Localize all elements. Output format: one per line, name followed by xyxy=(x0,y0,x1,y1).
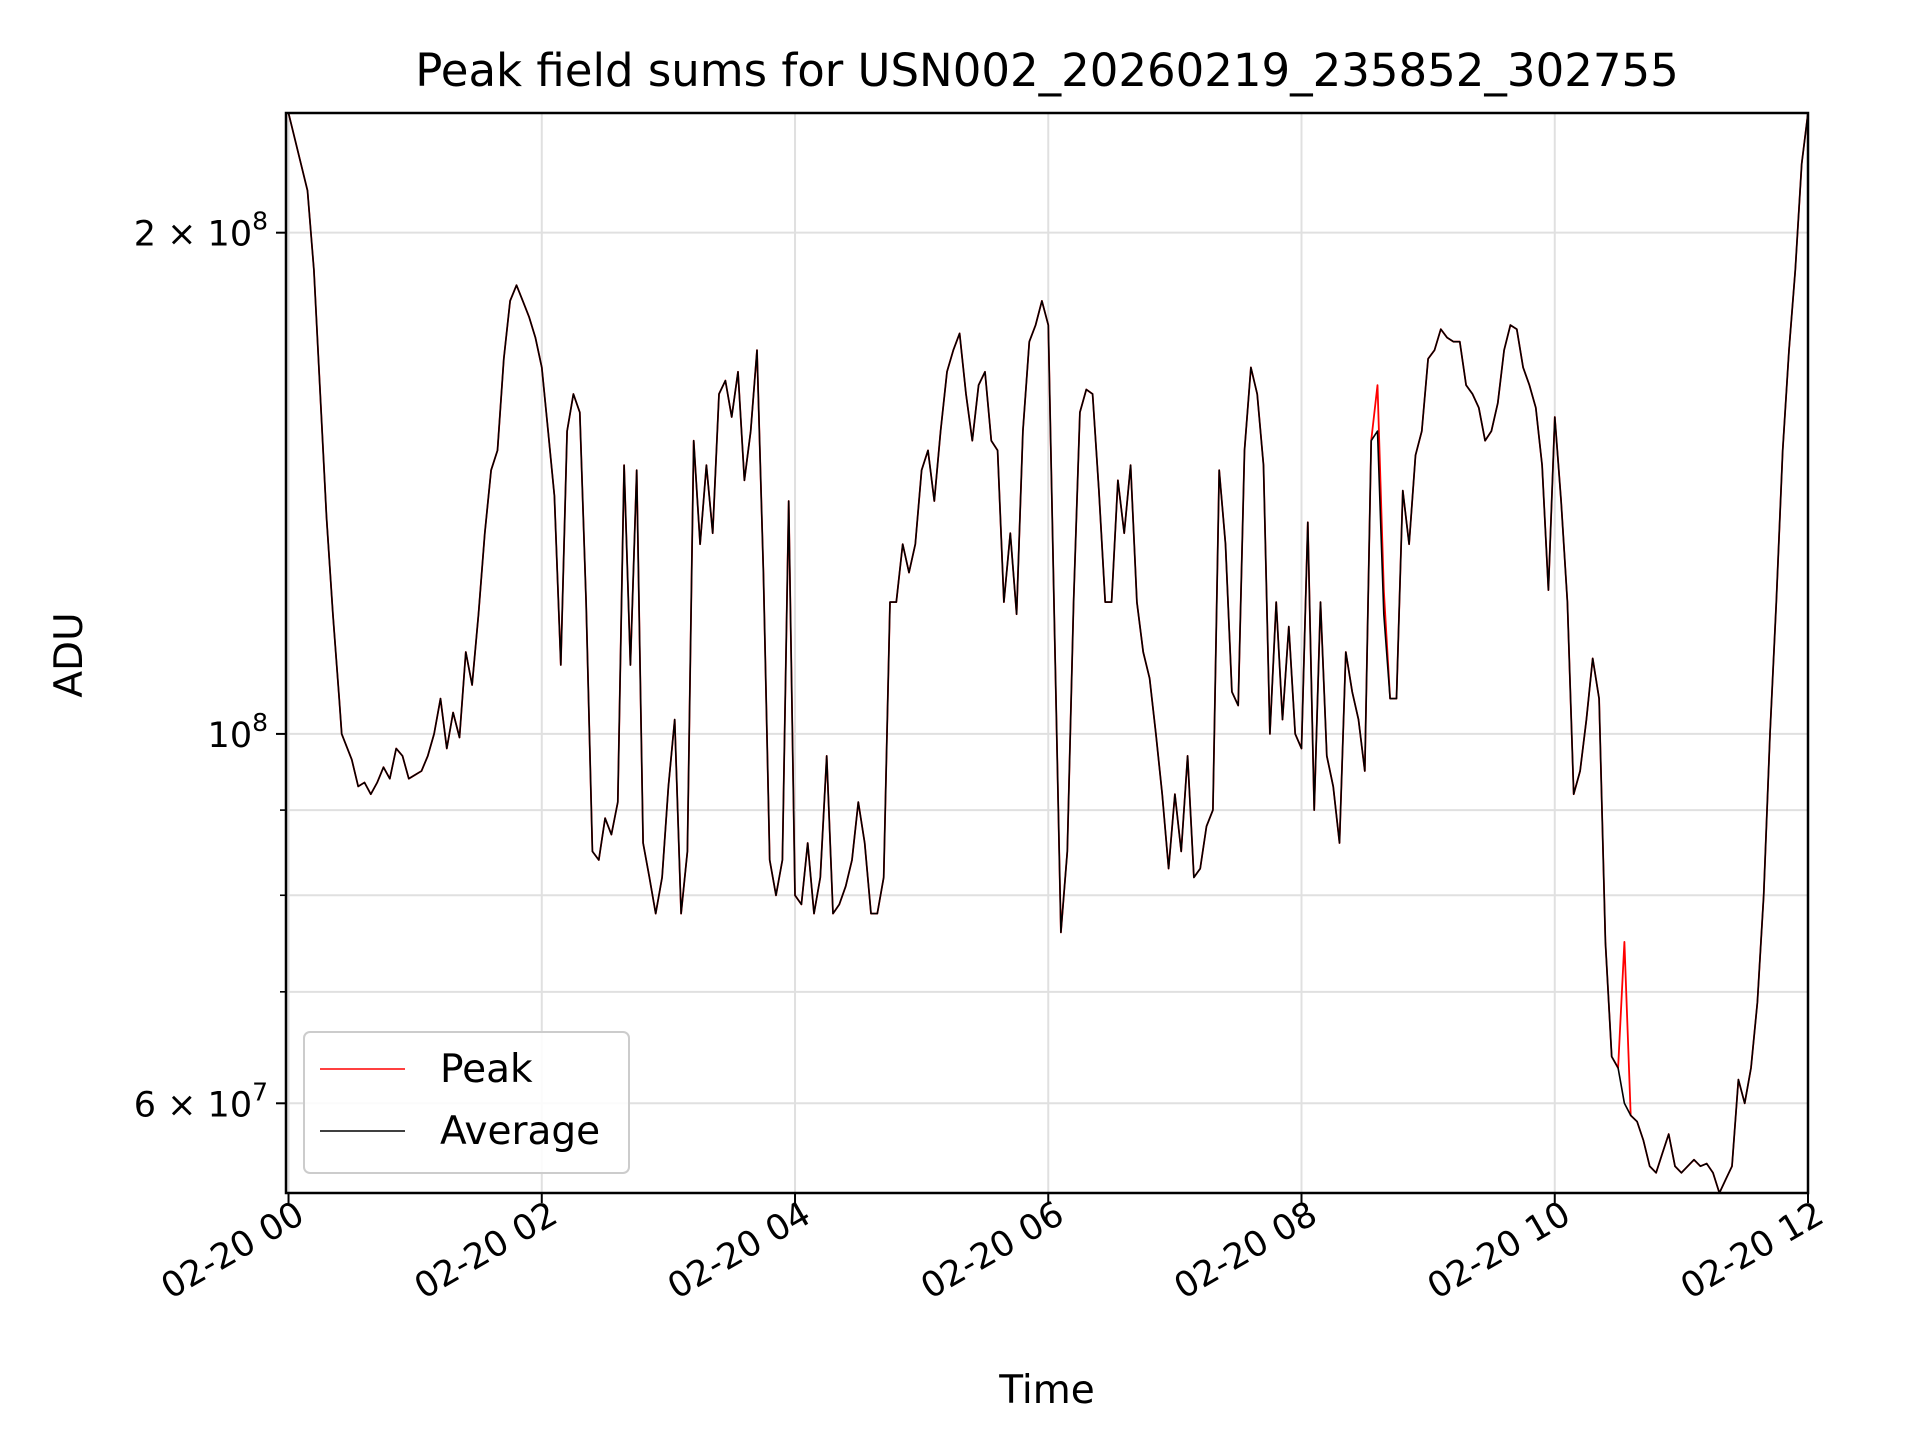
y-tick-exponent: 8 xyxy=(252,708,268,737)
y-tick-base: 10 xyxy=(208,716,253,756)
y-tick-label: 2 × 108 xyxy=(134,207,268,255)
series-line-average xyxy=(287,113,1808,1193)
legend: Peak Average xyxy=(303,1031,630,1174)
y-tick-base: 6 × 10 xyxy=(134,1085,252,1125)
plot-frame xyxy=(284,111,1810,1195)
grid xyxy=(286,113,1809,1193)
y-tick-exponent: 7 xyxy=(252,1077,268,1106)
legend-average-label: Average xyxy=(440,1109,600,1154)
y-tick-label: 6 × 107 xyxy=(134,1077,268,1125)
y-tick-exponent: 8 xyxy=(252,207,268,236)
legend-peak-label: Peak xyxy=(440,1047,533,1092)
y-tick-label: 108 xyxy=(208,708,268,756)
series-layer xyxy=(287,113,1808,1193)
legend-box xyxy=(303,1031,630,1174)
chart-title: Peak field sums for USN002_20260219_2358… xyxy=(415,44,1678,97)
y-tick-base: 2 × 10 xyxy=(134,215,252,255)
x-axis-label: Time xyxy=(998,1368,1094,1413)
y-axis-label: ADU xyxy=(47,612,92,697)
